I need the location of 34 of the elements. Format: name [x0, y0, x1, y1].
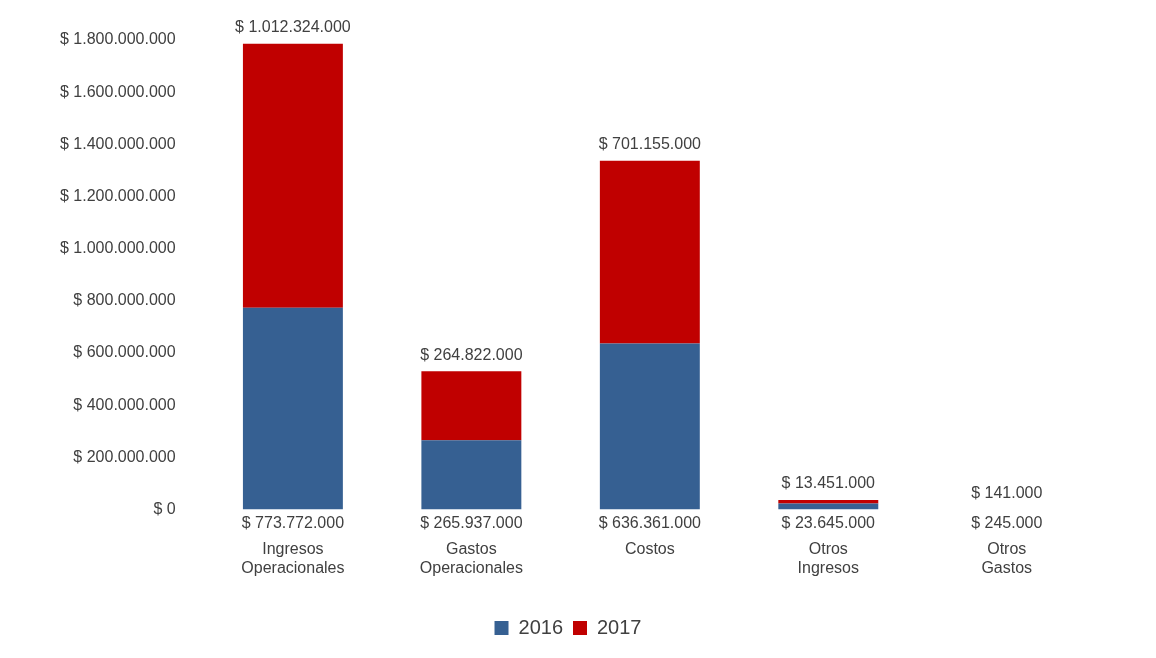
x-tick-label: Otros Ingresos: [797, 539, 859, 576]
y-tick-label: $ 1.200.000.000: [59, 186, 176, 204]
x-tick-label: Ingresos Operacionales: [241, 539, 345, 576]
data-label: $ 23.645.000: [781, 514, 876, 532]
legend-label: 2016: [518, 615, 564, 638]
y-tick-label: $ 0: [153, 500, 176, 518]
y-tick-label: $ 1.400.000.000: [59, 134, 176, 152]
y-tick-label: $ 400.000.000: [73, 395, 176, 413]
bar: [599, 343, 700, 510]
data-label: $ 1.012.324.000: [235, 18, 351, 36]
legend-label: 2017: [597, 615, 642, 638]
bar: [778, 503, 879, 510]
y-tick-label: $ 800.000.000: [73, 291, 176, 309]
bar: [242, 43, 343, 308]
data-label: $ 773.772.000: [241, 514, 345, 532]
y-tick-label: $ 200.000.000: [73, 447, 176, 465]
y-tick-label: $ 1.800.000.000: [59, 30, 176, 48]
x-tick-label: Otros Gastos: [981, 539, 1033, 576]
data-label: $ 141.000: [971, 483, 1043, 501]
data-label: $ 13.451.000: [781, 474, 876, 492]
bar: [421, 440, 522, 510]
data-label: $ 701.155.000: [598, 135, 702, 153]
bar: [421, 371, 522, 441]
y-tick-label: $ 1.000.000.000: [59, 239, 176, 257]
data-label: $ 636.361.000: [598, 514, 702, 532]
data-label: $ 245.000: [971, 514, 1043, 532]
data-label: $ 265.937.000: [420, 514, 523, 532]
x-tick-label: Costos: [624, 539, 675, 557]
bar: [599, 160, 700, 344]
data-label: $ 264.822.000: [420, 345, 523, 363]
x-tick-label: Gastos Operacionales: [419, 539, 523, 576]
y-tick-label: $ 1.600.000.000: [59, 82, 176, 100]
y-tick-label: $ 600.000.000: [73, 343, 176, 361]
bar: [242, 307, 343, 510]
